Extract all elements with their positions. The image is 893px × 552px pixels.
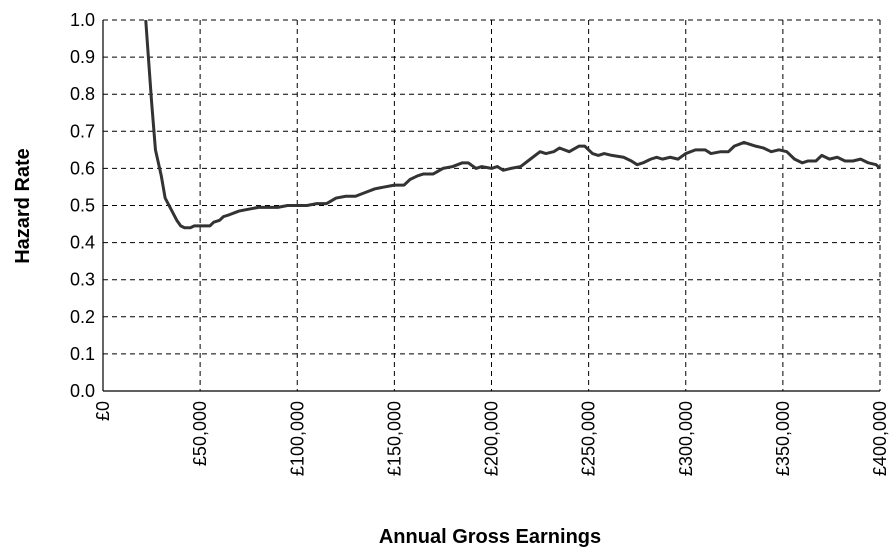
y-axis-title: Hazard Rate xyxy=(12,148,34,264)
y-tick-label: 0.0 xyxy=(70,381,95,401)
y-tick-label: 0.8 xyxy=(70,84,95,104)
y-tick-label: 0.7 xyxy=(70,121,95,141)
x-axis-title: Annual Gross Earnings xyxy=(379,526,601,548)
y-tick-label: 0.3 xyxy=(70,270,95,290)
y-tick-label: 0.1 xyxy=(70,344,95,364)
x-tick-label: £250,000 xyxy=(579,401,599,476)
x-tick-label: £300,000 xyxy=(676,401,696,476)
x-tick-label: £150,000 xyxy=(384,401,404,476)
y-tick-label: 0.6 xyxy=(70,158,95,178)
x-tick-label: £400,000 xyxy=(870,401,890,476)
y-tick-label: 0.4 xyxy=(70,233,95,253)
x-tick-label: £50,000 xyxy=(190,401,210,466)
x-tick-label: £100,000 xyxy=(287,401,307,476)
y-tick-label: 0.2 xyxy=(70,307,95,327)
data-line xyxy=(144,19,882,230)
y-tick-label: 0.5 xyxy=(70,196,95,216)
x-tick-label: £200,000 xyxy=(482,401,502,476)
y-tick-label: 1.0 xyxy=(70,10,95,30)
x-tick-label: £0 xyxy=(93,401,113,421)
y-tick-label: 0.9 xyxy=(70,47,95,67)
x-tick-label: £350,000 xyxy=(773,401,793,476)
